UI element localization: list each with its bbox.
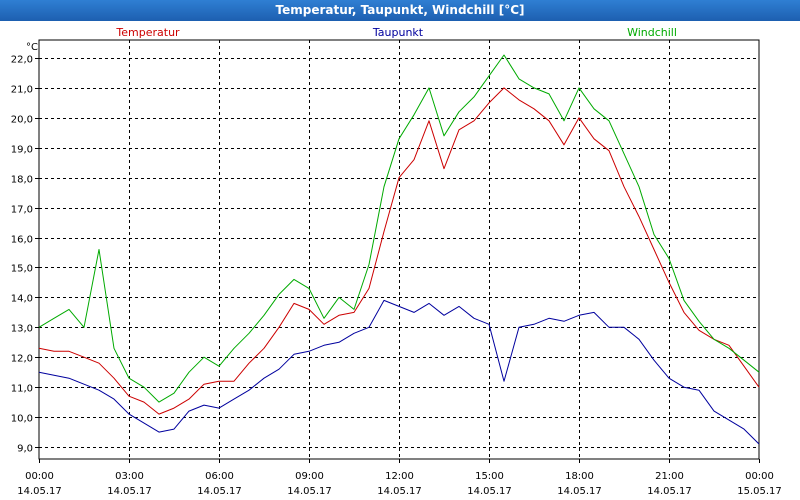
x-tick-time: 06:00 <box>205 471 234 482</box>
y-tick-label: 21,0 <box>11 85 33 96</box>
series-line-temperatur <box>38 87 760 415</box>
legend-taupunkt: Taupunkt <box>372 26 424 39</box>
x-tick-time: 09:00 <box>295 471 324 482</box>
y-tick-label: 16,0 <box>11 235 33 246</box>
y-tick-label: 10,0 <box>11 414 33 425</box>
x-tick-date: 14.05.17 <box>17 486 62 497</box>
series-line-taupunkt <box>38 299 760 445</box>
x-tick-date: 14.05.17 <box>197 486 242 497</box>
x-tick-time: 21:00 <box>655 471 684 482</box>
y-tick-label: 22,0 <box>11 55 33 66</box>
x-tick-date: 14.05.17 <box>467 486 512 497</box>
y-tick-label: 18,0 <box>11 175 33 186</box>
y-tick-label: 9,0 <box>17 444 33 455</box>
x-tick-date: 15.05.17 <box>737 486 782 497</box>
x-tick-time: 18:00 <box>565 471 594 482</box>
y-tick-label: 12,0 <box>11 354 33 365</box>
x-tick-date: 14.05.17 <box>107 486 152 497</box>
x-tick-date: 14.05.17 <box>557 486 602 497</box>
x-tick-time: 00:00 <box>25 471 54 482</box>
x-tick-date: 14.05.17 <box>377 486 422 497</box>
series-line-windchill <box>38 54 760 403</box>
x-axis-ticks: 00:00 14.05.17 03:00 14.05.17 06:00 14.05.17 0… <box>17 459 782 497</box>
y-axis-ticks: 9,0 10,0 11,0 12,0 13,0 14,0 15,0 16,0 17,0 18,0 1… <box>11 55 39 455</box>
y-tick-label: 11,0 <box>11 384 33 395</box>
x-tick-time: 03:00 <box>115 471 144 482</box>
x-tick-date: 14.05.17 <box>287 486 332 497</box>
y-tick-label: 20,0 <box>11 115 33 126</box>
y-tick-label: 13,0 <box>11 324 33 335</box>
y-tick-label: 19,0 <box>11 145 33 156</box>
legend-windchill: Windchill <box>627 26 677 39</box>
window-title: Temperatur, Taupunkt, Windchill [°C] <box>0 0 800 21</box>
x-tick-date: 14.05.17 <box>647 486 692 497</box>
y-tick-label: 17,0 <box>11 205 33 216</box>
x-tick-time: 00:00 <box>745 471 774 482</box>
y-tick-label: 14,0 <box>11 294 33 305</box>
x-tick-time: 12:00 <box>385 471 414 482</box>
legend-temperatur: Temperatur <box>115 26 180 39</box>
y-axis-label: °C <box>26 42 38 53</box>
y-tick-label: 15,0 <box>11 264 33 275</box>
chart-background <box>0 21 800 500</box>
series-group <box>38 54 760 445</box>
x-tick-time: 15:00 <box>475 471 504 482</box>
